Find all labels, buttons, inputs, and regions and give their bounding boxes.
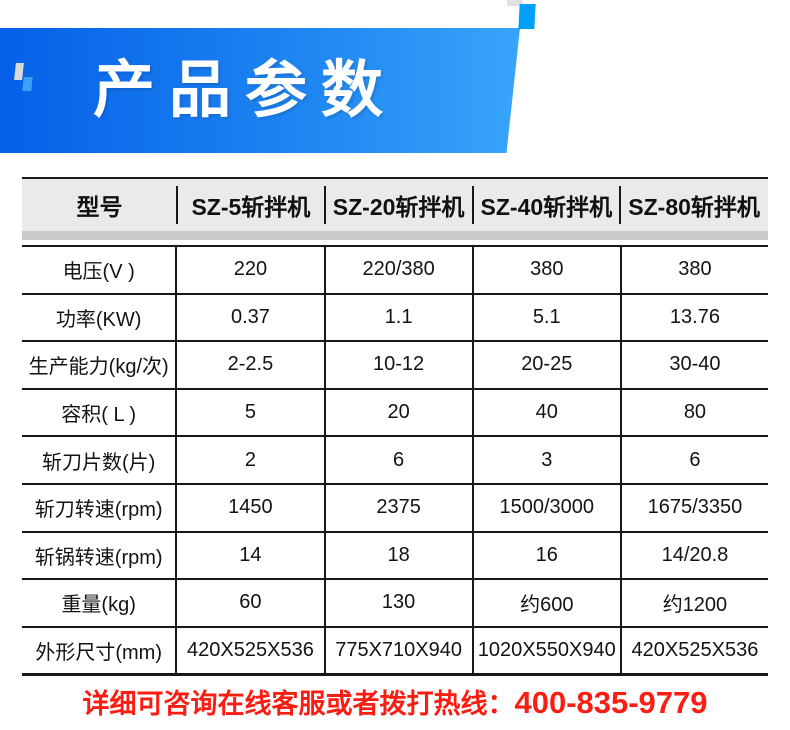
- table-row: 电压(V ) 220 220/380 380 380: [22, 247, 768, 295]
- accent-square-gray-top-icon: [507, 0, 523, 6]
- cell-value: 20-25: [471, 342, 620, 388]
- cell-value: 380: [619, 247, 768, 293]
- cell-value: 2: [175, 437, 323, 483]
- table-row: 斩刀片数(片) 2 6 3 6: [22, 437, 768, 485]
- table-row: 容积( L ) 5 20 40 80: [22, 389, 768, 438]
- table-row: 功率(KW) 0.37 1.1 5.1 13.76: [22, 294, 768, 343]
- cell-value: 1450: [175, 484, 323, 531]
- cell-value: 0.37: [175, 294, 323, 341]
- accent-square-blue-top-icon: [518, 4, 536, 29]
- cell-value: 1675/3350: [619, 484, 768, 531]
- header-gap: [22, 240, 768, 245]
- cell-value: 5.1: [471, 294, 620, 341]
- table-row: 重量(kg) 60 130 约600 约1200: [22, 580, 768, 628]
- hotline-footer: 详细可咨询在线客服或者拨打热线：400-835-9779: [0, 682, 790, 721]
- cell-value: 130: [323, 580, 472, 626]
- cell-value: 16: [471, 532, 620, 579]
- cell-value: 3: [471, 437, 620, 483]
- accent-square-blue-icon: [22, 77, 33, 91]
- cell-value: 2-2.5: [175, 342, 323, 388]
- cell-value: 380: [471, 247, 620, 293]
- cell-value: 10-12: [323, 342, 472, 388]
- row-label: 电压(V ): [62, 261, 135, 284]
- cell-value: 775X710X940: [323, 627, 472, 674]
- phone-number[interactable]: 400-835-9779: [514, 685, 708, 720]
- cell-value: 40: [471, 389, 620, 436]
- cell-value: 6: [619, 437, 768, 483]
- column-header: SZ-40斩拌机: [471, 179, 621, 231]
- row-label: 生产能力(kg/次): [28, 356, 169, 379]
- table-row: 生产能力(kg/次) 2-2.5 10-12 20-25 30-40: [22, 342, 768, 390]
- row-label: 功率(KW): [55, 308, 142, 331]
- model-column-header: 型号: [76, 194, 123, 220]
- cell-value: 5: [175, 389, 323, 436]
- cell-value: 80: [619, 389, 768, 436]
- column-header: SZ-5斩拌机: [176, 179, 325, 231]
- title-banner: [0, 28, 520, 153]
- spec-table: 型号 SZ-5斩拌机 SZ-20斩拌机 SZ-40斩拌机 SZ-80斩拌机 电压(V )…: [22, 177, 768, 677]
- row-label: 外形尺寸(mm): [35, 642, 162, 665]
- cell-value: 30-40: [619, 342, 768, 388]
- cell-value: 1500/3000: [471, 484, 620, 531]
- table-row: 外形尺寸(mm) 420X525X536 775X710X940 1020X550X9…: [22, 627, 768, 674]
- table-row: 斩锅转速(rpm) 14 18 16 14/20.8: [22, 532, 768, 581]
- cell-value: 6: [323, 437, 472, 483]
- cell-value: 420X525X536: [175, 627, 323, 674]
- row-label: 斩刀转速(rpm): [34, 499, 163, 522]
- cell-value: 13.76: [619, 294, 768, 341]
- cell-value: 220/380: [323, 247, 472, 293]
- table-body: 电压(V ) 220 220/380 380 380 功率(KW) 0.37 1.1 5.1 13…: [22, 245, 768, 677]
- cell-value: 20: [323, 389, 472, 436]
- cell-value: 约1200: [619, 580, 768, 626]
- table-row: 斩刀转速(rpm) 1450 2375 1500/3000 1675/3350: [22, 484, 768, 533]
- header-divider-band: [22, 231, 768, 240]
- cell-value: 220: [175, 247, 323, 293]
- cell-value: 1020X550X940: [471, 627, 620, 674]
- cell-value: 14: [175, 532, 323, 579]
- row-label: 斩刀片数(片): [42, 451, 156, 474]
- row-label: 容积( L ): [61, 404, 137, 427]
- column-header: SZ-80斩拌机: [619, 179, 768, 231]
- table-header-row: 型号 SZ-5斩拌机 SZ-20斩拌机 SZ-40斩拌机 SZ-80斩拌机: [22, 177, 768, 231]
- cell-value: 1.1: [323, 294, 472, 341]
- cell-value: 420X525X536: [619, 627, 768, 674]
- cell-value: 18: [323, 532, 472, 579]
- cell-value: 14/20.8: [619, 532, 768, 579]
- row-label: 斩锅转速(rpm): [34, 546, 163, 569]
- row-label: 重量(kg): [61, 594, 136, 617]
- cell-value: 约600: [471, 580, 620, 626]
- cell-value: 2375: [323, 484, 472, 531]
- column-header: SZ-20斩拌机: [323, 179, 473, 231]
- cell-value: 60: [175, 580, 323, 626]
- footer-notice: 详细可咨询在线客服或者拨打热线：: [82, 689, 515, 719]
- page-title: 产品参数: [93, 56, 398, 125]
